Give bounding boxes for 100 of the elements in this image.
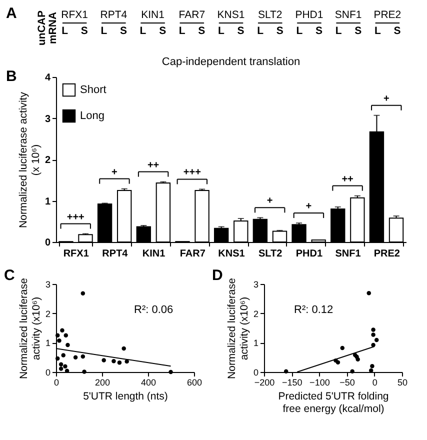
text: S xyxy=(354,25,362,37)
text: L xyxy=(218,25,226,37)
x-axis-title: Predicted 5'UTR folding free energy (kcal/mol) xyxy=(278,390,389,415)
y-tick-label: 0 xyxy=(44,238,51,248)
text: C xyxy=(4,267,15,284)
category-label: SNF1 xyxy=(334,9,362,21)
category-label: RPT4 xyxy=(100,9,128,21)
x-tick-label: FAR7 xyxy=(180,248,206,260)
x-tick-label: 200 xyxy=(94,378,110,388)
annotation: ++ xyxy=(147,160,160,171)
point xyxy=(122,346,126,351)
point xyxy=(284,369,288,374)
point xyxy=(340,346,345,350)
text: L xyxy=(257,25,264,37)
point xyxy=(73,355,78,360)
point xyxy=(55,356,60,361)
point xyxy=(102,358,106,362)
annotation: + xyxy=(266,196,273,207)
point xyxy=(55,333,60,338)
y-tick-label: 1 xyxy=(253,338,258,348)
category-label: KIN1 xyxy=(141,9,165,21)
point xyxy=(63,364,68,369)
x-axis-title: 5'UTR length (nts) xyxy=(83,390,168,402)
point xyxy=(168,370,173,374)
y-axis-title: Normalized luciferase activity (x10⁶) xyxy=(18,278,42,379)
x-tick-label: −50 xyxy=(340,378,355,388)
point xyxy=(366,290,371,296)
text: L xyxy=(62,25,69,37)
y-tick-label: 2 xyxy=(253,308,258,319)
y-axis-title: Normalized luciferase activity (x 10⁶) xyxy=(17,91,42,228)
text: D xyxy=(212,267,223,284)
point xyxy=(64,333,68,338)
y-tick-label: 1 xyxy=(44,196,51,208)
annotation: +++ xyxy=(183,167,202,178)
point xyxy=(80,291,86,296)
text: S xyxy=(276,25,284,37)
x-tick-label: KNS1 xyxy=(218,248,246,260)
annotation: + xyxy=(306,201,312,212)
point xyxy=(60,328,64,332)
y-tick-label: 3 xyxy=(44,114,51,125)
y-tick-label: 3 xyxy=(45,280,50,290)
text: B xyxy=(6,68,17,85)
y-tick-label: 1 xyxy=(45,338,50,348)
text: S xyxy=(120,25,127,37)
point xyxy=(61,353,66,358)
x-tick-label: 600 xyxy=(186,378,202,388)
point xyxy=(66,342,70,348)
text: S xyxy=(198,25,206,37)
point xyxy=(374,338,379,342)
annotation: ++ xyxy=(342,174,354,185)
text: S xyxy=(315,25,322,37)
x-tick-label: SLT2 xyxy=(258,248,283,260)
text: L xyxy=(374,25,382,37)
x-tick-label: −100 xyxy=(310,378,330,388)
text: S xyxy=(394,25,401,37)
category-label: KNS1 xyxy=(217,9,245,21)
x-tick-label: KIN1 xyxy=(142,248,166,260)
text: A xyxy=(6,5,17,22)
point xyxy=(350,369,354,374)
annotation: +++ xyxy=(66,212,85,223)
point xyxy=(58,362,64,366)
category-label: FAR7 xyxy=(178,9,206,21)
text: unCAP mRNA xyxy=(36,10,59,46)
x-tick-label: 0 xyxy=(372,378,378,388)
x-tick-label: PRE2 xyxy=(374,248,400,260)
point xyxy=(371,342,376,348)
x-tick-label: PHD1 xyxy=(296,248,323,260)
point xyxy=(371,328,376,332)
y-tick-label: 0 xyxy=(253,368,258,378)
text: S xyxy=(80,25,88,37)
text: L xyxy=(100,25,108,37)
y-tick-label: 2 xyxy=(45,308,50,319)
point xyxy=(57,338,62,343)
point xyxy=(112,359,116,364)
point xyxy=(80,354,86,359)
chart-title: Cap-independent translation xyxy=(162,56,300,68)
x-tick-label: 400 xyxy=(140,378,156,388)
legend-label: Long xyxy=(80,110,104,122)
x-tick-label: −200 xyxy=(254,378,275,388)
annotation: R²: 0.06 xyxy=(134,304,174,316)
category-label: PRE2 xyxy=(374,9,402,21)
text: S xyxy=(237,25,244,37)
x-tick-label: RFX1 xyxy=(63,248,90,260)
point xyxy=(124,359,129,364)
annotation: + xyxy=(112,166,118,178)
x-tick-label: 0 xyxy=(54,378,60,388)
y-tick-label: 2 xyxy=(44,155,51,166)
x-tick-label: RPT4 xyxy=(102,248,128,260)
annotation: + xyxy=(383,93,390,104)
y-tick-label: 3 xyxy=(253,280,258,290)
point xyxy=(336,360,340,364)
category-label: RFX1 xyxy=(61,9,88,21)
point xyxy=(58,366,64,371)
point xyxy=(82,370,86,374)
text: S xyxy=(159,25,166,37)
x-tick-label: −150 xyxy=(282,378,302,388)
point xyxy=(370,364,374,368)
point xyxy=(371,332,376,337)
x-tick-label: SNF1 xyxy=(335,248,362,260)
category-label: SLT2 xyxy=(258,9,282,21)
